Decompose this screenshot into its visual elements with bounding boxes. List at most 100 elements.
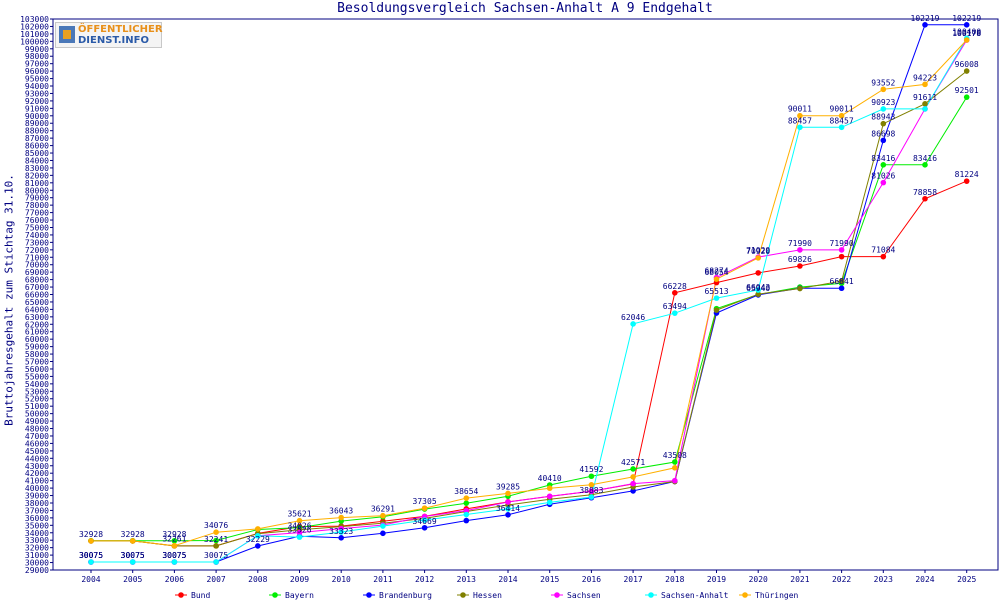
data-point-hessen bbox=[713, 307, 720, 313]
y-tick-label: 94000 bbox=[25, 82, 49, 91]
y-tick-label: 82000 bbox=[25, 171, 49, 180]
data-label-th-ringen: 38654 bbox=[454, 487, 478, 496]
data-point-hessen bbox=[922, 101, 928, 107]
data-label-sachsen-anhalt: 63494 bbox=[663, 302, 687, 311]
data-point-sachsen-anhalt bbox=[755, 287, 761, 293]
y-tick-label: 49000 bbox=[25, 417, 49, 426]
data-label-bayern: 32928 bbox=[79, 530, 103, 539]
data-point-sachsen-anhalt bbox=[505, 506, 511, 512]
y-tick-label: 80000 bbox=[25, 186, 49, 195]
data-label-brandenburg: 30075 bbox=[121, 551, 145, 560]
data-label-th-ringen: 70920 bbox=[746, 247, 770, 256]
y-tick-label: 81000 bbox=[25, 179, 49, 188]
data-labels: 66228 69826 71084 78858 81224 32928 32928 32928… bbox=[79, 14, 981, 560]
data-point-th-ringen bbox=[588, 482, 595, 488]
data-label-sachsen-anhalt: 88457 bbox=[788, 116, 812, 125]
y-tick-label: 69000 bbox=[25, 268, 49, 277]
data-point-th-ringen bbox=[254, 526, 261, 532]
data-label-sachsen-anhalt: 62046 bbox=[621, 313, 645, 322]
data-label-brandenburg: 32229 bbox=[246, 535, 270, 544]
y-tick-label: 92000 bbox=[25, 97, 49, 106]
y-tick-label: 32000 bbox=[25, 544, 49, 553]
data-point-sachsen-anhalt bbox=[380, 523, 386, 529]
y-tick-label: 100000 bbox=[20, 37, 49, 46]
data-point-brandenburg bbox=[421, 524, 428, 531]
legend-label-hessen: Hessen bbox=[473, 591, 502, 600]
data-point-brandenburg bbox=[630, 488, 636, 494]
data-point-sachsen bbox=[505, 499, 511, 505]
data-point-bayern bbox=[213, 537, 219, 544]
data-point-sachsen-anhalt bbox=[254, 532, 261, 539]
chart-axes bbox=[52, 18, 999, 571]
x-tick-label: 2013 bbox=[457, 575, 476, 584]
y-tick-label: 86000 bbox=[25, 142, 49, 151]
y-tick-label: 48000 bbox=[25, 425, 49, 434]
data-point-th-ringen bbox=[380, 512, 386, 519]
y-tick-label: 58000 bbox=[25, 350, 49, 359]
y-tick-label: 73000 bbox=[25, 238, 49, 247]
data-point-bayern bbox=[171, 537, 178, 544]
data-label-bund: 81224 bbox=[955, 170, 979, 179]
data-point-brandenburg bbox=[505, 511, 511, 518]
data-point-th-ringen bbox=[463, 495, 470, 501]
data-label-sachsen: 81026 bbox=[871, 172, 895, 181]
x-tick-label: 2024 bbox=[915, 575, 934, 584]
data-label-sachsen-anhalt: 100400 bbox=[952, 27, 981, 36]
data-label-sachsen: 34026 bbox=[287, 522, 311, 531]
y-tick-label: 52000 bbox=[25, 395, 49, 404]
data-label-sachsen: 100170 bbox=[952, 29, 981, 38]
data-label-sachsen-anhalt: 65513 bbox=[704, 287, 728, 296]
data-label-th-ringen: 94223 bbox=[913, 73, 937, 82]
data-label-th-ringen: 37305 bbox=[413, 497, 437, 506]
y-tick-label: 77000 bbox=[25, 209, 49, 218]
data-label-bayern: 42571 bbox=[621, 458, 645, 467]
data-point-bund bbox=[755, 270, 761, 276]
y-tick-label: 79000 bbox=[25, 194, 49, 203]
y-tick-label: 67000 bbox=[25, 283, 49, 292]
y-tick-label: 34000 bbox=[25, 529, 49, 538]
data-point-th-ringen bbox=[838, 112, 845, 119]
legend-marker-brandenburg bbox=[366, 592, 372, 598]
y-tick-label: 89000 bbox=[25, 119, 49, 128]
x-tick-label: 2010 bbox=[332, 575, 351, 584]
y-tick-label: 72000 bbox=[25, 246, 49, 255]
data-point-bund bbox=[922, 195, 928, 202]
y-tick-label: 47000 bbox=[25, 432, 49, 441]
data-point-sachsen bbox=[838, 247, 845, 253]
data-point-sachsen-anhalt bbox=[546, 499, 553, 506]
x-tick-label: 2021 bbox=[790, 575, 809, 584]
data-point-sachsen-anhalt bbox=[463, 511, 470, 518]
data-point-bund bbox=[797, 263, 803, 269]
y-tick-label: 93000 bbox=[25, 89, 49, 98]
data-point-brandenburg bbox=[963, 22, 970, 28]
data-point-th-ringen bbox=[338, 514, 345, 521]
data-label-th-ringen: 36291 bbox=[371, 505, 395, 514]
data-label-sachsen: 30075 bbox=[204, 551, 228, 560]
data-label-th-ringen: 34076 bbox=[204, 521, 228, 530]
data-label-th-ringen: 100178 bbox=[952, 29, 981, 38]
data-label-bund: 69826 bbox=[788, 255, 812, 264]
data-point-sachsen-anhalt bbox=[713, 295, 720, 301]
data-point-sachsen-anhalt bbox=[421, 517, 428, 523]
x-tick-label: 2006 bbox=[165, 575, 184, 584]
y-tick-label: 61000 bbox=[25, 328, 49, 337]
y-tick-label: 37000 bbox=[25, 506, 49, 515]
data-point-th-ringen bbox=[296, 517, 303, 524]
data-label-brandenburg: 102219 bbox=[911, 14, 940, 23]
y-tick-label: 56000 bbox=[25, 365, 49, 374]
data-point-bund bbox=[963, 178, 970, 184]
data-point-bayern bbox=[963, 94, 970, 100]
y-tick-label: 31000 bbox=[25, 551, 49, 560]
data-label-sachsen-anhalt: 88457 bbox=[830, 116, 854, 125]
series-line-hessen bbox=[91, 70, 968, 547]
y-tick-label: 53000 bbox=[25, 387, 49, 396]
data-point-bayern bbox=[588, 473, 595, 480]
y-tick-label: 64000 bbox=[25, 305, 49, 314]
y-tick-label: 95000 bbox=[25, 75, 49, 84]
plot-frame bbox=[52, 18, 999, 571]
data-point-th-ringen bbox=[421, 505, 428, 511]
data-point-sachsen bbox=[630, 480, 636, 487]
legend-label-brandenburg: Brandenburg bbox=[379, 591, 432, 600]
series-line-bayern bbox=[91, 96, 968, 542]
